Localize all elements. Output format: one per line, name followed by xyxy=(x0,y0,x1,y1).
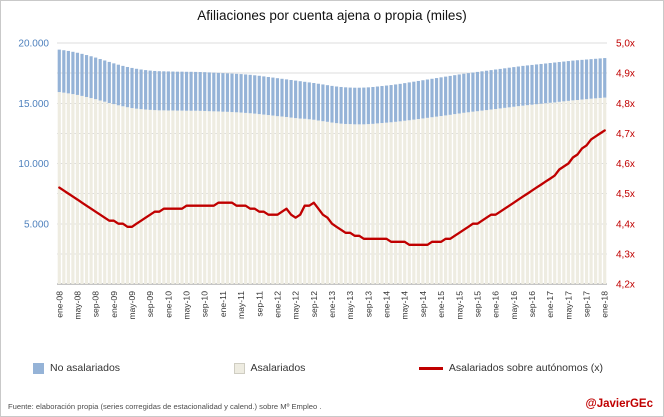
svg-text:10.000: 10.000 xyxy=(18,159,49,170)
legend-label-no-asalariados: No asalariados xyxy=(50,362,121,374)
ratio-line-swatch xyxy=(418,366,443,370)
svg-text:may-12: may-12 xyxy=(291,291,301,320)
legend-label-asalariados: Asalariados xyxy=(250,362,306,374)
svg-text:may-16: may-16 xyxy=(509,291,519,320)
svg-text:4,9x: 4,9x xyxy=(616,69,635,80)
svg-text:ene-09: ene-09 xyxy=(109,291,119,318)
svg-text:may-17: may-17 xyxy=(563,291,573,320)
svg-text:15.000: 15.000 xyxy=(18,99,49,110)
svg-text:ene-10: ene-10 xyxy=(163,291,173,318)
svg-text:ene-14: ene-14 xyxy=(382,291,392,318)
chart-legend: No asalariados Asalariados Asalariados s… xyxy=(33,362,603,374)
chart-title: Afiliaciones por cuenta ajena o propia (… xyxy=(197,8,467,23)
svg-text:ene-13: ene-13 xyxy=(327,291,337,318)
legend-item-no-asalariados: No asalariados xyxy=(33,362,120,374)
svg-text:4,7x: 4,7x xyxy=(616,129,635,140)
svg-text:4,3x: 4,3x xyxy=(616,249,635,260)
right-axis-labels: 5,0x 4,9x 4,8x 4,7x 4,6x 4,5x 4,4x 4,3x 4,2x xyxy=(616,39,635,291)
svg-text:4,8x: 4,8x xyxy=(616,99,635,110)
svg-text:4,5x: 4,5x xyxy=(616,189,635,200)
svg-text:may-13: may-13 xyxy=(345,291,355,320)
svg-text:ene-17: ene-17 xyxy=(545,291,555,318)
svg-text:sep-16: sep-16 xyxy=(527,291,537,317)
svg-text:sep-14: sep-14 xyxy=(418,291,428,317)
legend-item-asalariados: Asalariados xyxy=(233,362,306,374)
svg-text:sep-08: sep-08 xyxy=(91,291,101,317)
svg-text:ene-16: ene-16 xyxy=(491,291,501,318)
svg-text:may-15: may-15 xyxy=(454,291,464,320)
svg-text:20.000: 20.000 xyxy=(18,39,49,50)
ratio-line xyxy=(58,129,606,246)
svg-text:5,0x: 5,0x xyxy=(616,39,635,50)
svg-text:4,6x: 4,6x xyxy=(616,159,635,170)
legend-label-ratio: Asalariados sobre autónomos (x) xyxy=(448,362,603,374)
svg-text:ene-18: ene-18 xyxy=(600,291,610,318)
no-asalariados-swatch xyxy=(33,362,44,374)
svg-text:4,4x: 4,4x xyxy=(616,219,635,230)
svg-text:sep-13: sep-13 xyxy=(363,291,373,317)
svg-text:ene-15: ene-15 xyxy=(436,291,446,318)
svg-text:ene-08: ene-08 xyxy=(54,291,64,318)
legend-item-ratio: Asalariados sobre autónomos (x) xyxy=(418,362,603,374)
svg-text:4,2x: 4,2x xyxy=(616,280,635,291)
svg-text:sep-09: sep-09 xyxy=(145,291,155,317)
svg-text:sep-17: sep-17 xyxy=(582,291,592,317)
svg-text:ene-12: ene-12 xyxy=(272,291,282,318)
svg-text:may-10: may-10 xyxy=(182,291,192,320)
svg-text:5.000: 5.000 xyxy=(24,219,49,230)
source-note: Fuente: elaboración propia (series corre… xyxy=(8,402,322,411)
svg-text:sep-12: sep-12 xyxy=(309,291,319,317)
svg-text:may-11: may-11 xyxy=(236,291,246,319)
svg-text:may-08: may-08 xyxy=(72,291,82,320)
svg-text:sep-10: sep-10 xyxy=(200,291,210,317)
svg-text:ene-11: ene-11 xyxy=(218,291,228,317)
svg-text:may-09: may-09 xyxy=(127,291,137,320)
stacked-bars xyxy=(57,49,607,285)
svg-text:sep-11: sep-11 xyxy=(254,291,264,317)
asalariados-swatch xyxy=(233,362,245,374)
left-axis-labels: 20.000 15.000 10.000 5.000 xyxy=(18,39,49,231)
svg-text:may-14: may-14 xyxy=(400,291,410,320)
x-axis-labels: ene-08 may-08 sep-08 ene-09 may-09 sep-09 ene-… xyxy=(54,291,609,320)
svg-text:sep-15: sep-15 xyxy=(472,291,482,317)
watermark: @JavierGEc xyxy=(585,398,653,410)
